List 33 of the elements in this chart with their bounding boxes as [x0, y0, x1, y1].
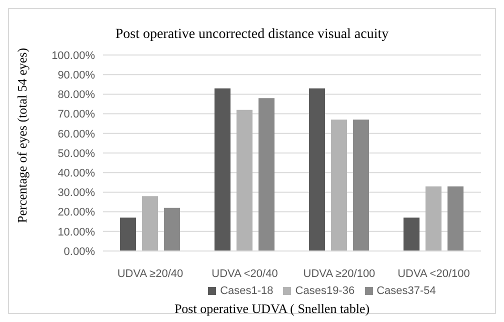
y-tick-label: 40.00% [58, 168, 96, 180]
legend-label: Cases37-54 [376, 285, 436, 297]
y-tick-label: 30.00% [58, 187, 96, 200]
x-tick-label: UDVA <20/100 [398, 268, 470, 280]
bar [448, 186, 464, 251]
y-tick-label: 10.00% [58, 226, 96, 238]
bar [353, 120, 370, 251]
bar [258, 98, 275, 251]
legend-label: Cases19-36 [295, 285, 355, 297]
chart-title: Post operative uncorrected distance visual acuity [114, 27, 390, 44]
y-tick-label: 70.00% [58, 108, 96, 121]
y-tick-label: 60.00% [58, 128, 96, 140]
bar [142, 196, 158, 251]
x-tick-label: UDVA ≥20/40 [117, 268, 184, 280]
x-axis-title: Post operative UDVA ( Snellen table) [173, 301, 371, 317]
y-tick-label: 80.00% [58, 89, 96, 102]
bar [426, 186, 442, 251]
bar [214, 88, 231, 251]
y-tick-label: 50.00% [58, 148, 96, 160]
bar [236, 110, 253, 251]
y-tick-label: 20.00% [58, 206, 96, 219]
legend-label: Cases1-18 [220, 285, 274, 297]
bar [331, 120, 348, 251]
x-tick-label: UDVA <20/40 [212, 268, 278, 280]
x-tick-label: UDVA ≥20/100 [303, 268, 376, 280]
y-tick-label: 0.00% [64, 246, 96, 258]
bar [309, 88, 326, 251]
bar [120, 218, 136, 251]
y-axis-title: Percentage of eyes (total 54 eyes) [14, 48, 30, 223]
bar [164, 208, 180, 251]
y-tick-label: 90.00% [58, 70, 96, 82]
bar [404, 218, 420, 251]
y-tick-label: 100.00% [52, 50, 96, 62]
